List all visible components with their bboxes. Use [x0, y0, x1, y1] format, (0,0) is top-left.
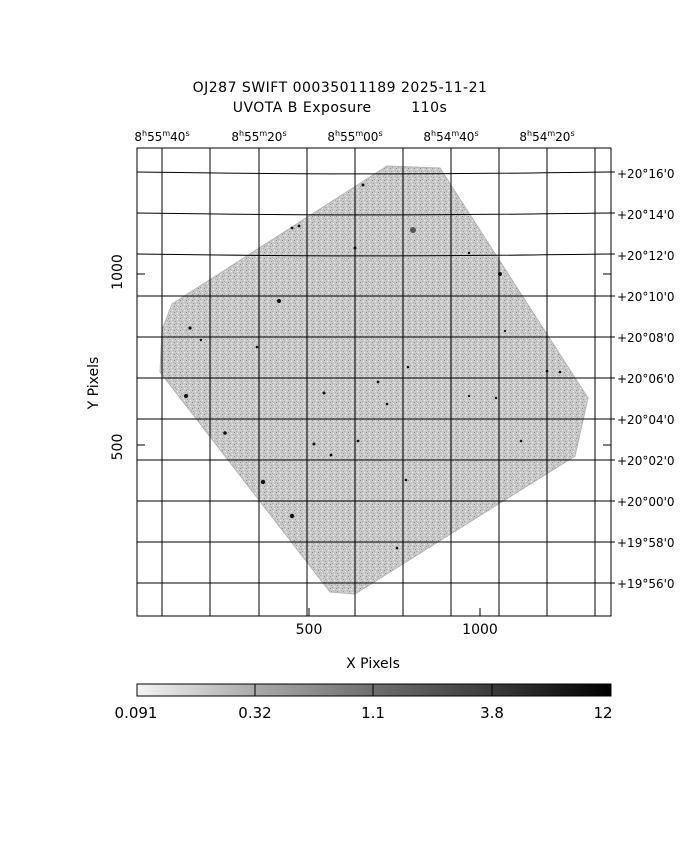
- colorbar-label: 3.8: [480, 704, 504, 722]
- dec-tick-label: +20°00'0: [617, 495, 675, 509]
- coordinate-grid: [136, 148, 612, 616]
- x-axis-label: X Pixels: [346, 656, 400, 672]
- colorbar-ticks: [254, 684, 493, 696]
- frame-ticks: [137, 171, 615, 616]
- ra-tick-label: 8h55m20s: [231, 129, 287, 144]
- dec-tick-label: +19°58'0: [617, 536, 675, 550]
- ra-tick-label: 8h55m00s: [327, 129, 383, 144]
- image-title-line1: OJ287 SWIFT 00035011189 2025-11-21: [192, 80, 488, 96]
- colorbar: [136, 683, 612, 697]
- dec-tick-label: +20°08'0: [617, 331, 675, 345]
- ra-tick-label: 8h54m40s: [423, 129, 479, 144]
- ra-tick-label: 8h55m40s: [134, 129, 190, 144]
- colorbar-label: 0.32: [238, 704, 272, 722]
- star-sources: [184, 183, 562, 550]
- dec-tick-label: +20°12'0: [617, 249, 675, 263]
- x-tick-label: 500: [295, 622, 323, 638]
- ra-tick-label: 8h54m20s: [519, 129, 575, 144]
- dec-tick-label: +20°04'0: [617, 413, 675, 427]
- dec-tick-label: +20°06'0: [617, 372, 675, 386]
- x-tick-label: 1000: [462, 622, 498, 638]
- dec-tick-label: +20°14'0: [617, 208, 675, 222]
- plot-frame: [136, 147, 612, 617]
- image-title-line2: UVOTA B Exposure 110s: [232, 100, 448, 116]
- colorbar-label: 12: [593, 704, 613, 722]
- colorbar-label: 0.091: [114, 704, 158, 722]
- colorbar-label: 1.1: [361, 704, 385, 722]
- dec-tick-label: +20°02'0: [617, 454, 675, 468]
- dec-tick-label: +20°16'0: [617, 167, 675, 181]
- exposure-footprint: [159, 165, 589, 595]
- dec-tick-label: +20°10'0: [617, 290, 675, 304]
- dec-tick-label: +19°56'0: [617, 577, 675, 591]
